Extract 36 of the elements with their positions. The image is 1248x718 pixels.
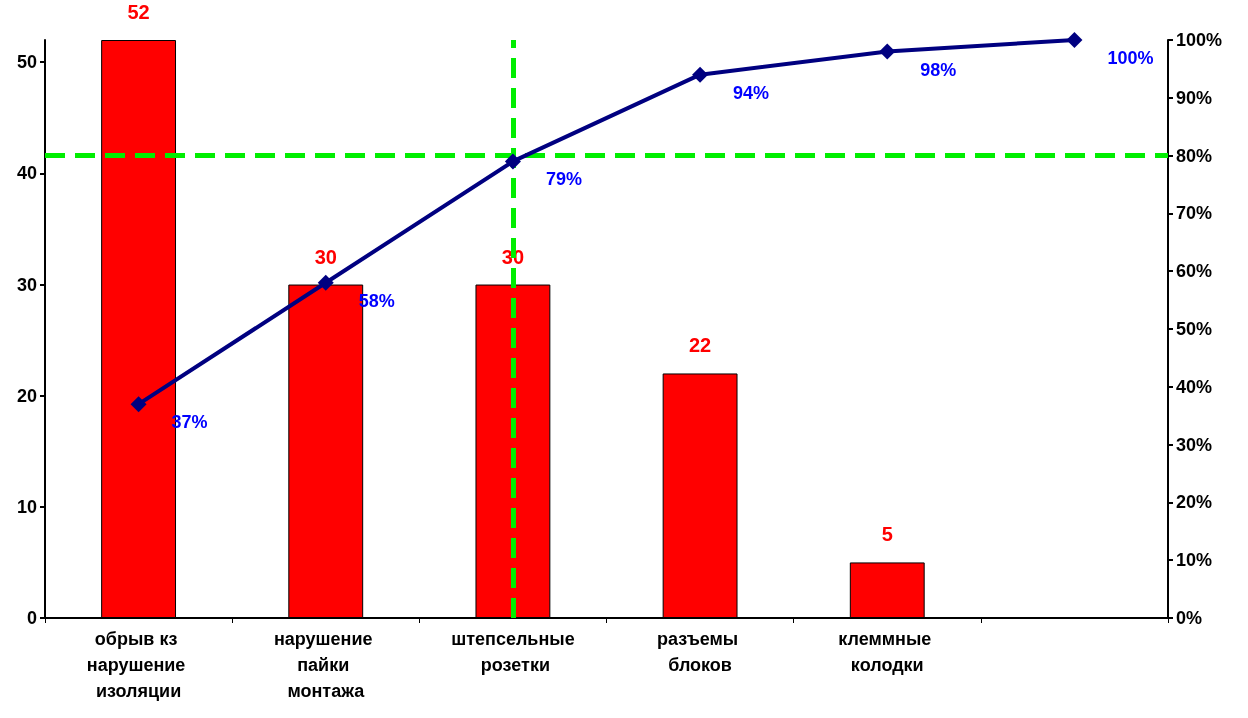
y-tick-label: 0	[26, 608, 37, 628]
y2-tick-label: 30%	[1176, 434, 1213, 455]
y2-tick-label: 90%	[1176, 87, 1213, 108]
point	[317, 274, 334, 291]
point	[1066, 32, 1083, 48]
y2-tick-label: 100%	[1176, 30, 1223, 50]
y2-tick-label: 70%	[1176, 203, 1213, 224]
y-tick-label: 10	[16, 496, 37, 517]
data-label: 52	[127, 1, 150, 23]
point	[692, 66, 709, 83]
x-tick-label: штепсельные розетки	[451, 629, 575, 675]
y2-tick-label: 20%	[1176, 492, 1213, 513]
data-label: 79%	[545, 169, 582, 190]
x-tick-label: обрыв кз нарушение изоляции	[86, 629, 191, 701]
y2-tick-label: 80%	[1176, 145, 1213, 166]
data-label: 100%	[1107, 48, 1154, 68]
y2-tick-label: 0%	[1176, 608, 1203, 628]
data-label: 22	[688, 334, 712, 357]
y2-tick-label: 50%	[1176, 319, 1213, 339]
data-label: 98%	[920, 59, 957, 80]
y2-tick-label: 60%	[1176, 261, 1213, 282]
data-label: 30	[314, 245, 337, 268]
y-tick-label: 30	[16, 274, 37, 295]
point	[130, 396, 147, 413]
data-label: 5	[881, 523, 893, 546]
y-tick-label: 20	[16, 385, 37, 406]
point	[504, 153, 521, 170]
point	[879, 43, 896, 60]
y2-tick-label: 10%	[1176, 550, 1213, 571]
data-label: 94%	[733, 82, 770, 103]
y-tick-label: 50	[16, 52, 37, 73]
x-tick-label: разъемы блоков	[656, 629, 744, 675]
x-tick-label: клеммные колодки	[838, 629, 937, 675]
y-tick-label: 40	[16, 163, 37, 184]
x-tick-label: нарушение пайки монтажа	[273, 629, 378, 701]
y2-tick-label: 40%	[1176, 376, 1213, 397]
